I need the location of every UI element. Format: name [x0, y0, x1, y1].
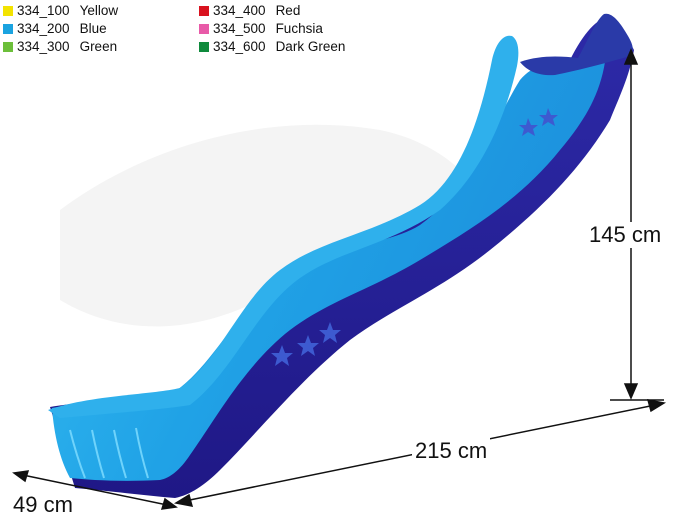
arrow-left-icon — [173, 493, 194, 507]
swatch-yellow — [3, 5, 13, 16]
arrow-right-small-icon — [160, 497, 178, 510]
width-dimension-line — [17, 473, 173, 507]
width-label: 49 cm — [10, 492, 76, 518]
legend-item-yellow: 334_100 Yellow — [3, 2, 118, 19]
exit-ribs — [69, 427, 149, 479]
swatch-blue — [3, 23, 13, 34]
legend-code: 334_600 — [213, 39, 266, 54]
legend-code: 334_100 — [17, 3, 70, 18]
length-label: 215 cm — [412, 438, 491, 464]
legend-code: 334_500 — [213, 21, 266, 36]
swatch-fuchsia — [199, 23, 209, 34]
swatch-dark-green — [199, 41, 209, 52]
legend-name: Blue — [79, 21, 107, 36]
height-label: 145 cm — [586, 222, 665, 248]
star-decorations — [271, 108, 558, 366]
arrow-up-icon — [623, 48, 639, 65]
legend-item-dark-green: 334_600 Dark Green — [199, 38, 345, 55]
legend-item-green: 334_300 Green — [3, 38, 117, 55]
legend-code: 334_400 — [213, 3, 266, 18]
legend-name: Dark Green — [275, 39, 346, 54]
arrow-right-icon — [646, 399, 667, 413]
legend-name: Green — [79, 39, 118, 54]
shadow-shape — [60, 124, 480, 327]
color-legend: 334_100 Yellow 334_200 Blue 334_300 Gree… — [3, 2, 423, 58]
legend-name: Red — [275, 3, 301, 18]
legend-name: Fuchsia — [275, 21, 323, 36]
swatch-green — [3, 41, 13, 52]
legend-code: 334_300 — [17, 39, 70, 54]
legend-name: Yellow — [79, 3, 119, 18]
legend-item-fuchsia: 334_500 Fuchsia — [199, 20, 323, 37]
swatch-red — [199, 5, 209, 16]
slide-top-lip — [520, 13, 633, 76]
legend-code: 334_200 — [17, 21, 70, 36]
arrow-down-icon — [623, 383, 639, 400]
arrow-left-small-icon — [12, 470, 30, 483]
legend-item-blue: 334_200 Blue — [3, 20, 107, 37]
legend-item-red: 334_400 Red — [199, 2, 300, 19]
